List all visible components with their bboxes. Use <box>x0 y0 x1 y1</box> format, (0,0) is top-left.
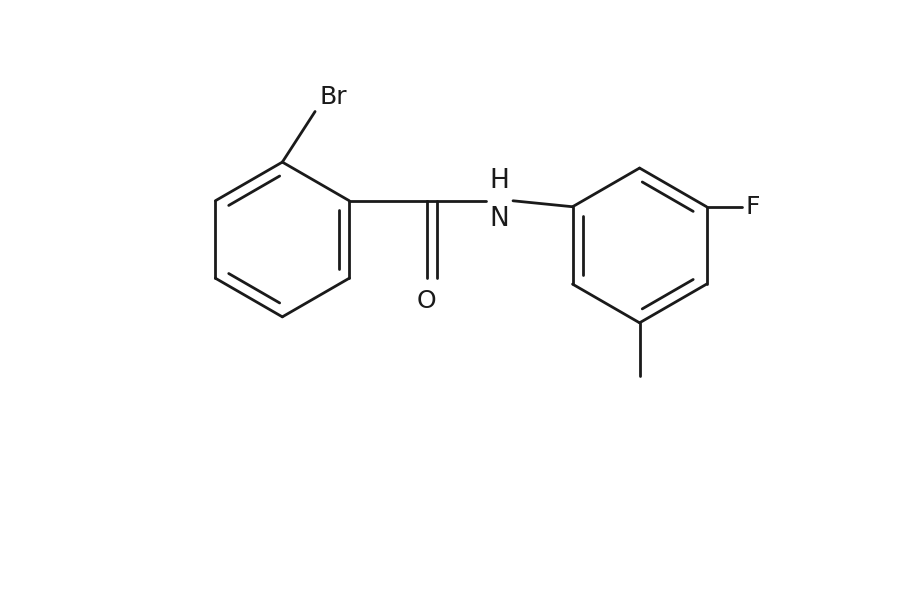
Text: N: N <box>489 206 509 231</box>
Text: H: H <box>489 167 509 194</box>
Text: Br: Br <box>320 84 348 108</box>
Text: O: O <box>417 289 436 313</box>
Text: F: F <box>745 195 760 219</box>
